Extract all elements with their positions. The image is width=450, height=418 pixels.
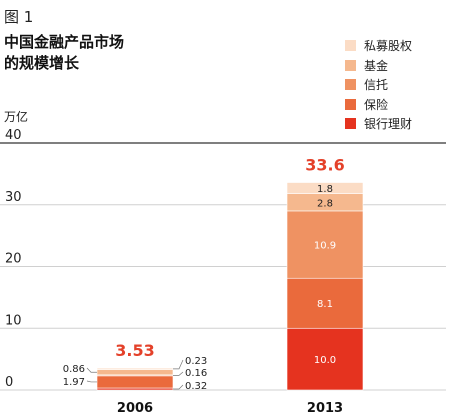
leader-line [173, 371, 184, 376]
segment-label: 0.16 [185, 368, 207, 379]
y-tick-label: 20 [5, 252, 22, 267]
legend-label: 保险 [364, 97, 389, 112]
bar-segment [286, 210, 364, 279]
segment-label: 0.23 [185, 356, 207, 367]
bar-segment [96, 367, 174, 370]
segment-label: 0.86 [63, 364, 85, 375]
legend-label: 基金 [364, 58, 389, 73]
segment-label: 10.0 [314, 355, 336, 366]
legend-swatch [345, 98, 356, 110]
total-label: 33.6 [305, 156, 344, 175]
x-category-label: 2006 [117, 401, 153, 416]
legend-item-private-equity: 私募股权 [345, 36, 412, 56]
figure-label: 图 1 [4, 8, 34, 26]
leader-line [173, 359, 184, 370]
segment-label: 8.1 [317, 299, 333, 310]
legend-swatch [345, 40, 356, 52]
title-line-2: 的规模增长 [4, 54, 80, 72]
legend: 私募股权 基金 信托 保险 银行理财 [345, 36, 412, 134]
legend-item-funds: 基金 [345, 56, 412, 76]
bar-segment [96, 369, 174, 376]
bar-segment [286, 327, 364, 391]
legend-item-trust: 信托 [345, 75, 412, 95]
leader-line [86, 367, 97, 373]
y-tick-label: 10 [5, 313, 22, 328]
bar-segment [286, 182, 364, 194]
bars [96, 182, 364, 391]
legend-label: 信托 [364, 78, 389, 93]
segment-label: 0.32 [185, 381, 207, 392]
data-labels: 2006 3.53 0.86 1.97 0.230.16 0.32 2013 33.6 10.0… [63, 156, 345, 416]
legend-item-bank-wealth: 银行理财 [345, 114, 412, 134]
legend-swatch [345, 79, 356, 91]
segment-label: 1.97 [63, 377, 85, 388]
leader-line [173, 384, 184, 390]
title-line-1: 中国金融产品市场 [4, 33, 125, 51]
x-category-label: 2013 [307, 401, 343, 416]
chart-title: 中国金融产品市场 的规模增长 [4, 32, 124, 74]
legend-label: 银行理财 [364, 117, 413, 132]
bar-segment [96, 375, 174, 389]
total-label: 3.53 [115, 341, 154, 360]
segment-label: 1.8 [317, 184, 333, 195]
segment-label: 10.9 [314, 241, 336, 252]
y-tick-label: 0 [5, 375, 13, 390]
segment-label: 2.8 [317, 198, 333, 209]
legend-swatch [345, 59, 356, 71]
legend-label: 私募股权 [364, 39, 413, 54]
grid-lines: 0 10 20 30 40 [0, 128, 446, 391]
y-axis-unit: 万亿 [4, 109, 28, 124]
y-tick-label: 40 [5, 128, 22, 143]
legend-item-insurance: 保险 [345, 95, 412, 115]
leader-line [86, 380, 97, 383]
legend-swatch [345, 118, 356, 130]
y-tick-label: 30 [5, 190, 22, 205]
